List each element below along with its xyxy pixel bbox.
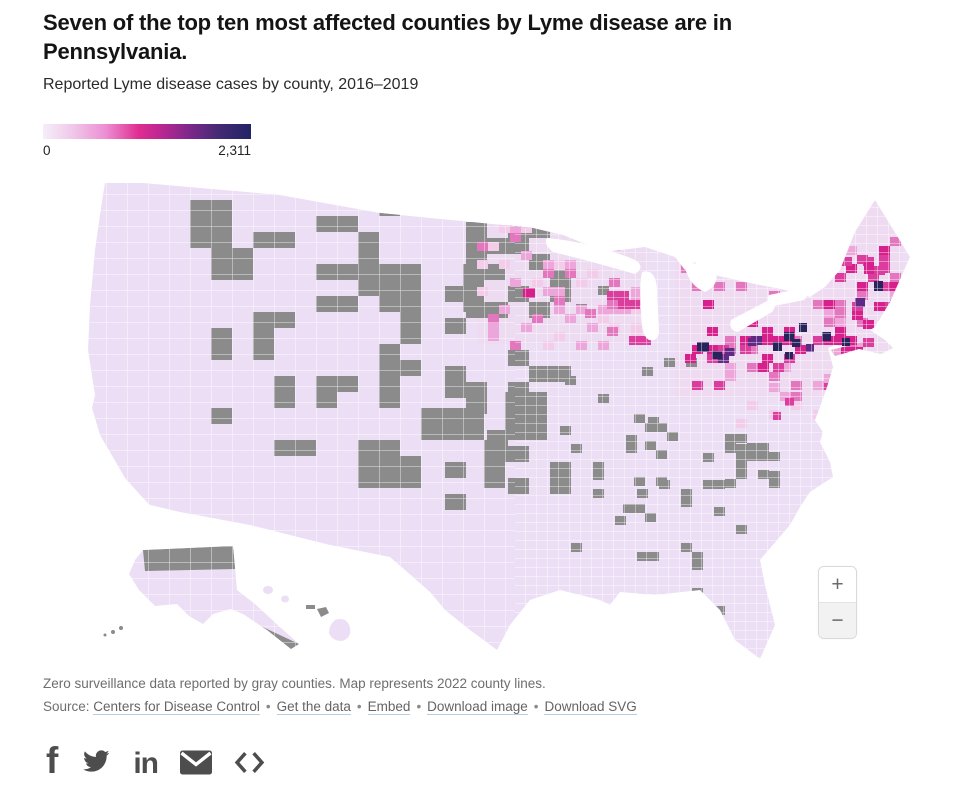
legend-min-label: 0: [43, 143, 51, 158]
source-links: Centers for Disease Control • Get the data…: [93, 699, 637, 715]
facebook-icon[interactable]: f: [46, 739, 59, 781]
link-separator: •: [356, 699, 362, 714]
map-zoom-control: + −: [818, 566, 857, 639]
link-separator: •: [533, 699, 539, 714]
lake-michigan: [640, 271, 659, 341]
twitter-icon[interactable]: [79, 747, 112, 776]
embed-code-icon[interactable]: [234, 749, 265, 776]
lake-ontario: [767, 288, 808, 306]
alaska: [103, 546, 299, 649]
alaska-fills: [129, 546, 299, 649]
page-subtitle: Reported Lyme disease cases by county, 2…: [43, 76, 419, 93]
download-image-link[interactable]: Download image: [427, 699, 528, 715]
legend-max-label: 2,311: [218, 143, 251, 158]
us-county-choropleth-map[interactable]: + −: [85, 162, 955, 662]
map-footnote: Zero surveillance data reported by gray …: [43, 676, 546, 691]
download-svg-link[interactable]: Download SVG: [544, 699, 637, 715]
link-separator: •: [265, 699, 271, 714]
zoom-out-button[interactable]: −: [819, 602, 856, 638]
linkedin-icon[interactable]: in: [133, 747, 159, 780]
legend-labels: 0 2,311: [43, 143, 251, 158]
email-icon[interactable]: [179, 749, 213, 776]
lake-erie: [730, 300, 775, 332]
color-legend: 0 2,311: [43, 124, 251, 158]
zoom-in-button[interactable]: +: [819, 567, 856, 602]
great-lakes: [545, 238, 808, 341]
share-bar: f in: [46, 739, 265, 781]
lake-huron: [685, 262, 717, 292]
embed-link[interactable]: Embed: [367, 699, 411, 715]
legend-gradient-bar: [43, 124, 251, 139]
lake-superior: [545, 238, 641, 274]
source-label: Source:: [43, 699, 90, 714]
aleutian-islands: [103, 626, 123, 637]
get-the-data-link[interactable]: Get the data: [276, 699, 351, 715]
link-separator: •: [416, 699, 422, 714]
map-canvas[interactable]: [85, 162, 955, 662]
hawaii: [263, 586, 351, 641]
centers-for-disease-control-link[interactable]: Centers for Disease Control: [93, 699, 260, 715]
source-line: Source: Centers for Disease Control • Get …: [43, 699, 923, 715]
page-title: Seven of the top ten most affected count…: [43, 10, 732, 65]
